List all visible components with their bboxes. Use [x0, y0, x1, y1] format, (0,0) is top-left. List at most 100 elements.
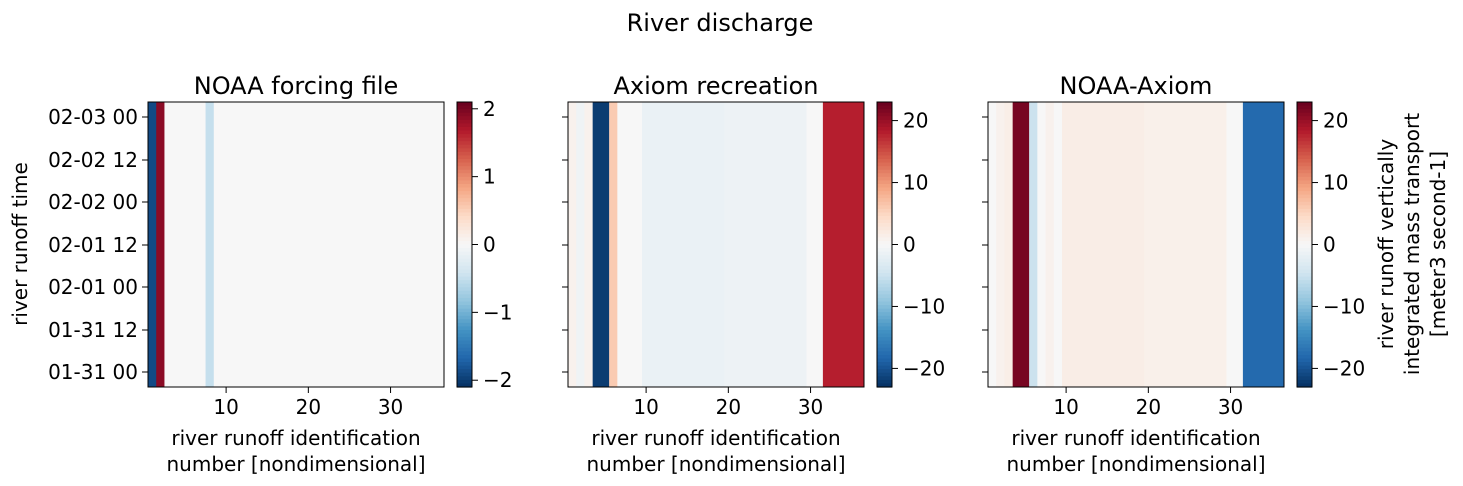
colorbar-tick-label: −2 — [483, 368, 512, 392]
colorbar-segment — [1297, 369, 1312, 374]
colorbar-segment — [1297, 344, 1312, 349]
colorbar-segment — [457, 369, 472, 374]
colorbar-segment — [877, 223, 892, 228]
colorbar-segment — [877, 354, 892, 360]
colorbar-segment — [877, 258, 892, 263]
colorbar-segment — [877, 130, 892, 135]
x-tick-label: 30 — [1218, 395, 1243, 419]
colorbar-segment — [1297, 273, 1312, 278]
colorbar-tick-label: −20 — [1323, 356, 1365, 380]
colorbar-segment — [877, 166, 892, 171]
colorbar-segment — [877, 244, 892, 249]
y-tick-label: 01-31 00 — [48, 360, 138, 384]
colorbar-segment — [877, 148, 892, 153]
colorbar-segment — [1297, 383, 1312, 388]
colorbar-label: integrated mass transport — [1400, 113, 1424, 375]
panel-title: NOAA forcing file — [194, 72, 399, 100]
colorbar-segment — [1297, 376, 1312, 381]
colorbar-segment — [877, 340, 892, 345]
colorbar-segment — [457, 280, 472, 285]
colorbar-segment — [877, 205, 892, 210]
colorbar-segment — [457, 351, 472, 356]
colorbar-segment — [457, 326, 472, 331]
colorbar-segment — [1297, 301, 1312, 306]
colorbar-segment — [1297, 123, 1312, 128]
colorbar-segment — [457, 102, 472, 107]
colorbar-segment — [877, 269, 892, 274]
colorbar-segment — [457, 283, 472, 288]
colorbar-segment — [1297, 105, 1312, 110]
colorbar-segment — [457, 315, 472, 320]
colorbar-segment — [457, 169, 472, 174]
colorbar-segment — [457, 255, 472, 260]
y-tick-label: 02-01 12 — [48, 233, 138, 257]
colorbar-segment — [457, 362, 472, 367]
colorbar-segment — [877, 180, 892, 185]
colorbar-segment — [877, 358, 892, 363]
colorbar-segment — [877, 362, 892, 367]
colorbar-segment — [457, 112, 472, 117]
colorbar-tick-label: 0 — [483, 233, 496, 257]
heatmap-cell — [996, 102, 1005, 387]
colorbar-segment — [877, 301, 892, 306]
colorbar-segment — [1297, 130, 1312, 135]
colorbar-segment — [877, 372, 892, 377]
heatmap-cell — [724, 102, 807, 387]
colorbar-segment — [877, 105, 892, 110]
colorbar-segment — [1297, 194, 1312, 199]
x-tick-label: 20 — [716, 395, 741, 419]
colorbar-segment — [457, 262, 472, 267]
colorbar-segment — [877, 216, 892, 221]
colorbar-segment — [457, 176, 472, 181]
colorbar-segment — [1297, 294, 1312, 299]
colorbar-segment — [877, 248, 892, 253]
colorbar-segment — [1297, 230, 1312, 235]
colorbar-segment — [457, 180, 472, 185]
heatmap-cell — [213, 102, 445, 387]
colorbar-segment — [1297, 137, 1312, 142]
panel-title: NOAA-Axiom — [1060, 72, 1213, 100]
x-axis-label: river runoff identification — [591, 426, 840, 450]
y-tick-label: 02-03 00 — [48, 105, 138, 129]
colorbar-segment — [877, 102, 892, 107]
heatmap-cell — [609, 102, 618, 387]
colorbar-tick-label: 1 — [483, 165, 496, 189]
colorbar-segment — [877, 230, 892, 235]
colorbar-segment — [457, 233, 472, 238]
colorbar-segment — [1297, 287, 1312, 292]
x-tick-label: 30 — [378, 395, 403, 419]
colorbar-segment — [877, 240, 892, 246]
x-tick-label: 10 — [213, 395, 238, 419]
colorbar-segment — [1297, 134, 1312, 139]
colorbar-segment — [457, 159, 472, 164]
colorbar-segment — [457, 248, 472, 253]
colorbar-segment — [877, 326, 892, 331]
colorbar-segment — [877, 126, 892, 132]
colorbar-segment — [457, 276, 472, 281]
colorbar-segment — [1297, 276, 1312, 281]
colorbar-segment — [1297, 379, 1312, 385]
colorbar-segment — [1297, 233, 1312, 238]
colorbar-segment — [1297, 333, 1312, 338]
colorbar-tick-label: −20 — [903, 356, 945, 380]
heatmap-cell — [1242, 102, 1285, 387]
colorbar-segment — [457, 340, 472, 345]
heatmap-cell — [1004, 102, 1014, 387]
colorbar-segment — [457, 305, 472, 310]
heatmap-cell — [1062, 102, 1145, 387]
heatmap-cell — [1037, 102, 1046, 387]
colorbar-segment — [1297, 290, 1312, 295]
colorbar-segment — [877, 144, 892, 149]
colorbar-segment — [457, 308, 472, 313]
heatmap-cell — [642, 102, 725, 387]
colorbar-segment — [457, 166, 472, 171]
y-tick-label: 02-02 12 — [48, 148, 138, 172]
colorbar-segment — [1297, 119, 1312, 124]
heatmap-cell — [576, 102, 585, 387]
colorbar-segment — [1297, 166, 1312, 171]
colorbar-segment — [1297, 319, 1312, 324]
y-tick-label: 02-02 00 — [48, 190, 138, 214]
colorbar-segment — [457, 358, 472, 363]
colorbar-segment — [457, 137, 472, 142]
colorbar-segment — [1297, 269, 1312, 274]
